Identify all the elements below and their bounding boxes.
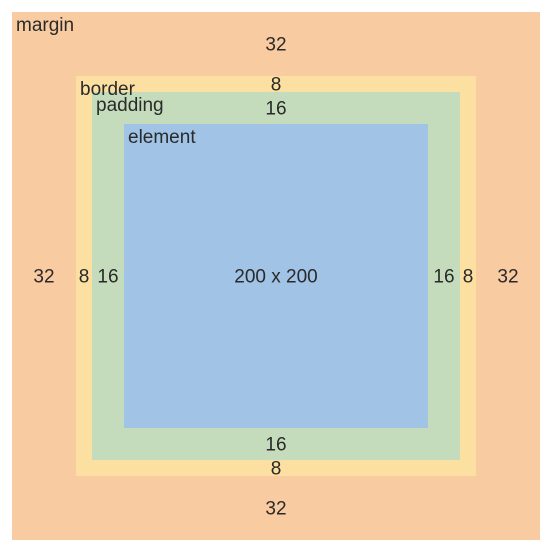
padding-right-value: 16 <box>433 266 455 288</box>
border-top-value: 8 <box>270 74 282 96</box>
padding-label: padding <box>96 95 164 116</box>
border-label: border <box>80 79 135 100</box>
element-label: element <box>128 127 196 148</box>
margin-left-value: 32 <box>33 266 55 288</box>
margin-right-value: 32 <box>497 266 519 288</box>
border-bottom-value: 8 <box>270 458 282 480</box>
element-box <box>124 124 428 428</box>
margin-top-value: 32 <box>265 34 287 56</box>
padding-bottom-value: 16 <box>265 434 287 456</box>
border-left-value: 8 <box>78 266 90 288</box>
border-right-value: 8 <box>462 266 474 288</box>
padding-top-value: 16 <box>265 98 287 120</box>
margin-bottom-value: 32 <box>265 498 287 520</box>
margin-label: margin <box>16 15 75 36</box>
element-size-value: 200 x 200 <box>234 266 318 288</box>
padding-left-value: 16 <box>97 266 119 288</box>
